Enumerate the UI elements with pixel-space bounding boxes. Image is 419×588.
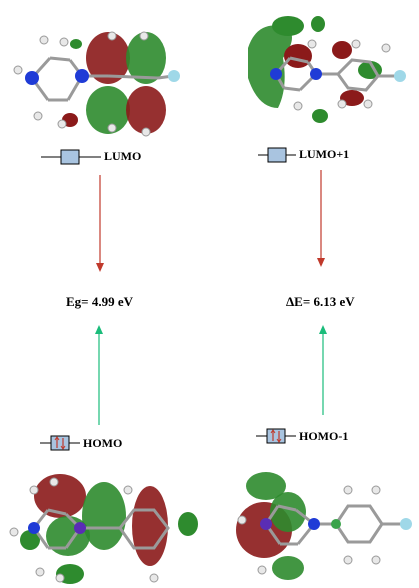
nitrogen-atom xyxy=(74,522,86,534)
homo1-to-gap-arrow xyxy=(319,325,327,415)
lumo-level-marker xyxy=(41,149,101,165)
hydrogen-atom xyxy=(371,485,381,495)
fluorine-atom xyxy=(394,70,406,82)
hydrogen-atom xyxy=(343,555,353,565)
homo1-level-marker xyxy=(256,428,296,444)
hydrogen-atom xyxy=(55,573,65,583)
fluorine-atom xyxy=(400,518,412,530)
orbital-lobe xyxy=(86,86,130,134)
homo1-lumo1-gap-label: ΔE= 6.13 eV xyxy=(286,294,355,309)
orbital-lobe xyxy=(86,32,130,84)
hydrogen-atom xyxy=(49,477,59,487)
orbital-lobe xyxy=(34,474,86,518)
orbital-lobe xyxy=(248,25,292,108)
hydrogen-atom xyxy=(123,485,133,495)
nitrogen-atom xyxy=(25,71,39,85)
hydrogen-atom xyxy=(13,65,23,75)
hydrogen-atom xyxy=(149,573,159,583)
hydrogen-atom xyxy=(307,39,317,49)
orbital-lobe xyxy=(20,530,40,550)
nitrogen-atom xyxy=(75,69,89,83)
hydrogen-atom xyxy=(33,111,43,121)
nitrogen-atom xyxy=(270,68,282,80)
lumo-to-gap-arrow xyxy=(96,175,104,272)
homo1-orbital-image xyxy=(236,472,412,580)
lumo1-to-gap-arrow xyxy=(317,170,325,267)
orbital-lobe xyxy=(272,16,304,36)
nitrogen-atom xyxy=(310,68,322,80)
hydrogen-atom xyxy=(371,555,381,565)
hydrogen-atom xyxy=(57,119,67,129)
orbital-lobe xyxy=(126,32,166,84)
hydrogen-atom xyxy=(107,123,117,133)
hydrogen-atom xyxy=(237,515,247,525)
hydrogen-atom xyxy=(35,567,45,577)
orbital-lobe xyxy=(311,16,325,32)
lumo-orbital-image xyxy=(13,31,180,137)
hydrogen-atom xyxy=(257,565,267,575)
orbital-lobe xyxy=(272,556,304,580)
hydrogen-atom xyxy=(293,101,303,111)
orbital-lobe xyxy=(312,109,328,123)
hydrogen-atom xyxy=(343,485,353,495)
hydrogen-atom xyxy=(29,485,39,495)
nitrogen-atom xyxy=(28,522,40,534)
orbital-lobe xyxy=(178,512,198,536)
orbital-lobe xyxy=(332,41,352,59)
orbital-lobe xyxy=(126,86,166,134)
lumo1-level-marker xyxy=(258,147,296,163)
hydrogen-atom xyxy=(9,527,19,537)
lumo-label: LUMO xyxy=(104,149,142,163)
hydrogen-atom xyxy=(141,127,151,137)
hydrogen-atom xyxy=(59,37,69,47)
orbital-lobe xyxy=(82,482,126,550)
lumo1-label: LUMO+1 xyxy=(299,147,350,161)
fluorine-atom xyxy=(168,70,180,82)
homo-lumo-gap-label: Eg= 4.99 eV xyxy=(66,294,133,309)
homo1-label: HOMO-1 xyxy=(299,429,349,443)
hydrogen-atom xyxy=(107,31,117,41)
hydrogen-atom xyxy=(139,31,149,41)
homo-label: HOMO xyxy=(83,436,123,450)
hydrogen-atom xyxy=(381,43,391,53)
orbital-lobe xyxy=(270,492,306,532)
hydrogen-atom xyxy=(337,99,347,109)
homo-level-marker xyxy=(40,435,80,451)
hydrogen-atom xyxy=(363,99,373,109)
hydrogen-atom xyxy=(351,39,361,49)
lumo1-orbital-image xyxy=(248,16,406,123)
hydrogen-atom xyxy=(39,35,49,45)
carbon-atom xyxy=(331,519,341,529)
nitrogen-atom xyxy=(308,518,320,530)
orbital-lobe xyxy=(70,39,82,49)
homo-to-gap-arrow xyxy=(95,325,103,425)
nitrogen-atom xyxy=(260,518,272,530)
orbital-lobe xyxy=(246,472,286,500)
orbital-lobe xyxy=(132,486,168,566)
homo-orbital-image xyxy=(9,474,198,584)
